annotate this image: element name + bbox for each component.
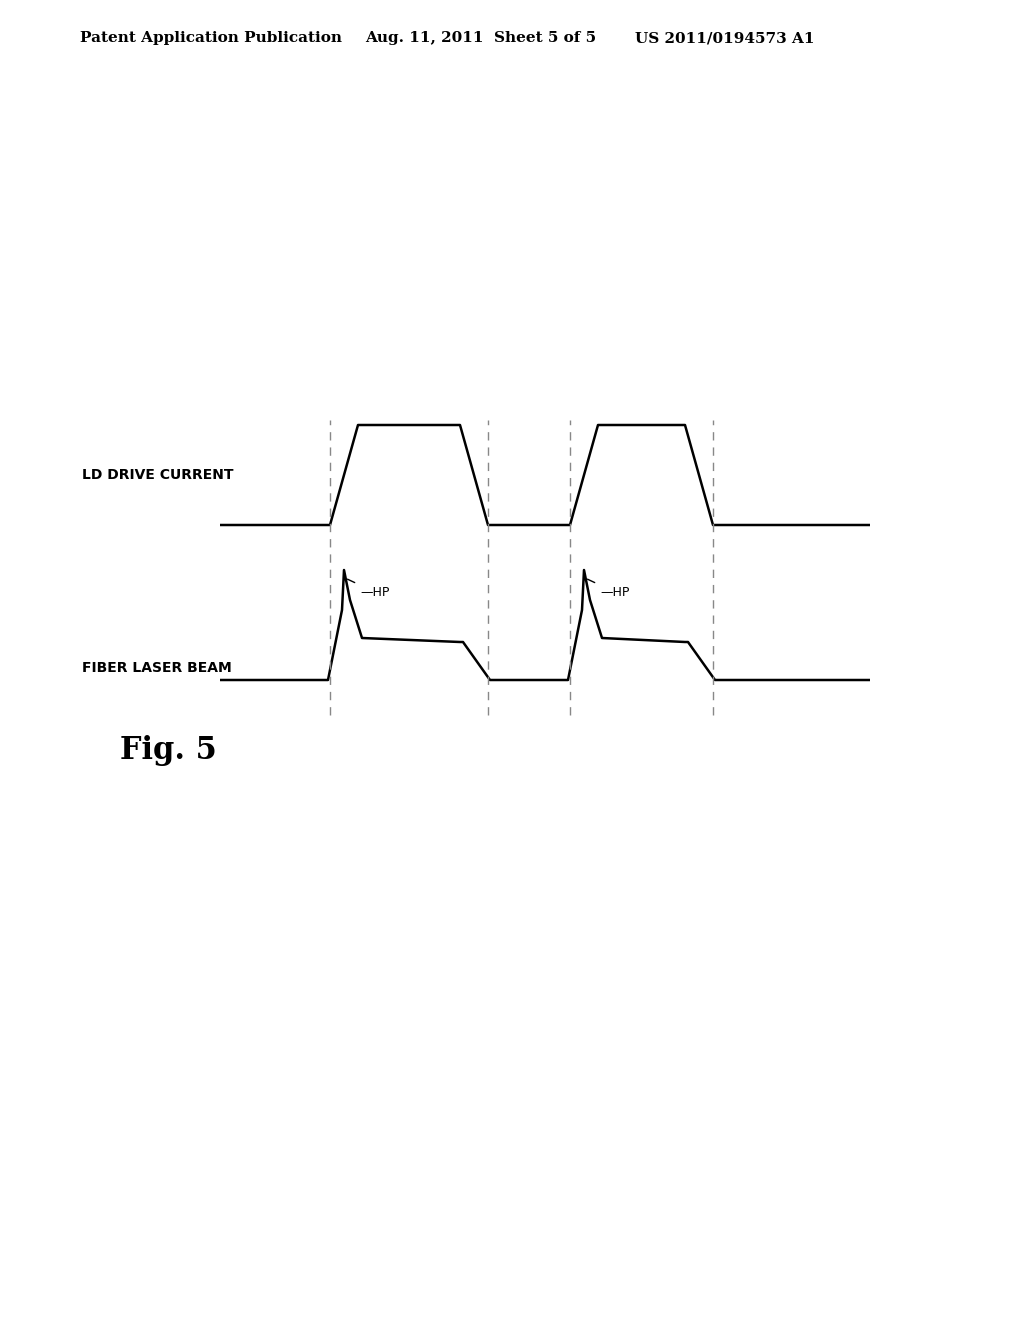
Text: —HP: —HP <box>347 579 389 598</box>
Text: US 2011/0194573 A1: US 2011/0194573 A1 <box>635 30 814 45</box>
Text: LD DRIVE CURRENT: LD DRIVE CURRENT <box>82 469 233 482</box>
Text: Patent Application Publication: Patent Application Publication <box>80 30 342 45</box>
Text: Aug. 11, 2011  Sheet 5 of 5: Aug. 11, 2011 Sheet 5 of 5 <box>365 30 596 45</box>
Text: FIBER LASER BEAM: FIBER LASER BEAM <box>82 661 231 675</box>
Text: —HP: —HP <box>588 579 630 598</box>
Text: Fig. 5: Fig. 5 <box>120 734 217 766</box>
